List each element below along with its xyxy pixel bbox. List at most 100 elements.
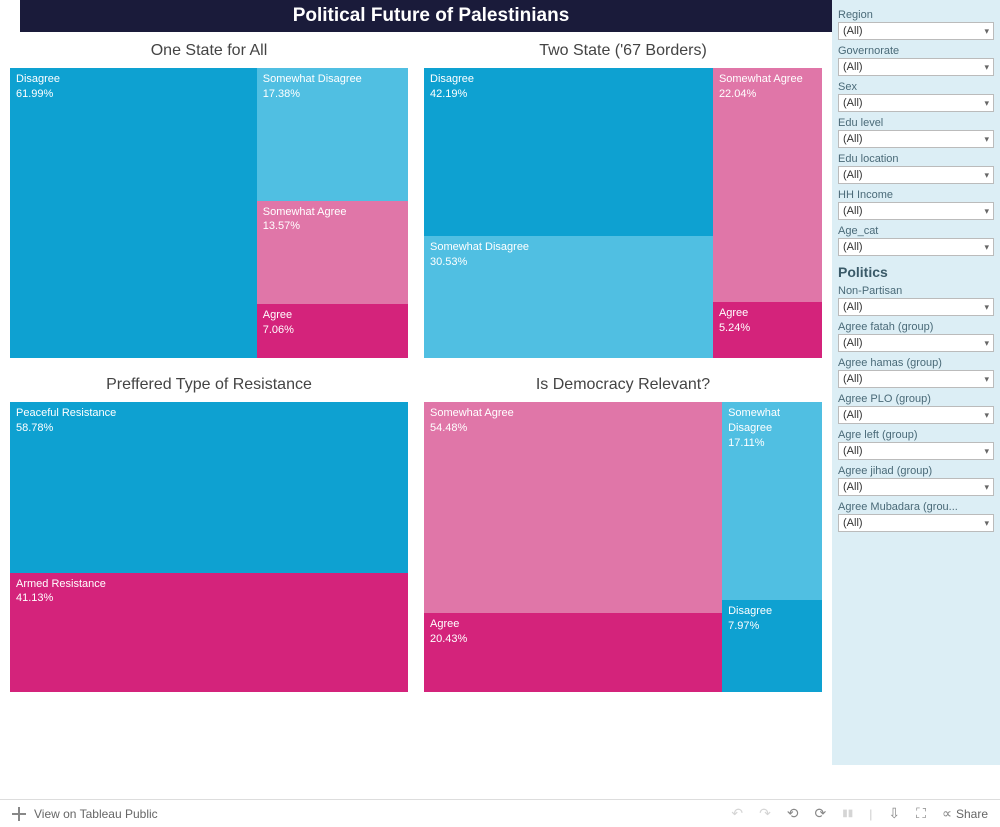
chart-two-state: Two State ('67 Borders) Disagree42.19%So… [424, 32, 822, 358]
treemap-cell[interactable]: Somewhat Disagree30.53% [424, 236, 713, 358]
treemap-two-state[interactable]: Disagree42.19%Somewhat Disagree30.53%Som… [424, 68, 822, 358]
cell-value: 22.04% [719, 87, 816, 102]
filter-value: (All) [843, 336, 863, 350]
treemap-democracy[interactable]: Somewhat Agree54.48%Agree20.43%Somewhat … [424, 402, 822, 692]
cell-label: Disagree [728, 604, 816, 619]
filter-label: HH Income [838, 189, 994, 201]
treemap-one-state[interactable]: Disagree61.99%Somewhat Disagree17.38%Som… [10, 68, 408, 358]
filter-value: (All) [843, 24, 863, 38]
cell-value: 30.53% [430, 255, 707, 270]
treemap-cell[interactable]: Peaceful Resistance58.78% [10, 402, 408, 573]
sidebar-section-title: Politics [838, 264, 994, 280]
treemap-cell[interactable]: Somewhat Agree54.48% [424, 402, 722, 613]
footer-toolbar: View on Tableau Public ↶ ↷ ⟲ ⟳ ▮▮ | ⇩ ⛶ … [0, 799, 1000, 827]
treemap-cell[interactable]: Somewhat Agree13.57% [257, 201, 408, 305]
cell-label: Somewhat Agree [430, 406, 716, 421]
title-text: Political Future of Palestinians [293, 5, 570, 26]
share-icon: ∝ [942, 805, 952, 822]
filter-label: Agree fatah (group) [838, 321, 994, 333]
treemap-cell[interactable]: Disagree7.97% [722, 600, 822, 692]
filter-label: Governorate [838, 45, 994, 57]
view-public-link[interactable]: View on Tableau Public [34, 807, 158, 821]
cell-value: 20.43% [430, 632, 716, 647]
cell-value: 41.13% [16, 591, 402, 606]
page-title: Political Future of Palestinians [20, 0, 842, 32]
filter-label: Agre left (group) [838, 429, 994, 441]
filter-select[interactable]: (All) [838, 370, 994, 388]
cell-label: Peaceful Resistance [16, 406, 402, 421]
filter-select[interactable]: (All) [838, 406, 994, 424]
filter-label: Agree PLO (group) [838, 393, 994, 405]
filter-label: Non-Partisan [838, 285, 994, 297]
treemap-cell[interactable]: Disagree42.19% [424, 68, 713, 236]
cell-label: Agree [430, 617, 716, 632]
treemap-cell[interactable]: Agree5.24% [713, 302, 822, 358]
filter-label: Region [838, 9, 994, 21]
chart-title: Is Democracy Relevant? [424, 366, 822, 402]
filter-value: (All) [843, 480, 863, 494]
cell-value: 61.99% [16, 87, 251, 102]
cell-value: 58.78% [16, 421, 402, 436]
filter-label: Age_cat [838, 225, 994, 237]
cell-label: Somewhat Disagree [728, 406, 816, 436]
filter-select[interactable]: (All) [838, 58, 994, 76]
chart-title: Two State ('67 Borders) [424, 32, 822, 68]
treemap-resistance[interactable]: Peaceful Resistance58.78%Armed Resistanc… [10, 402, 408, 692]
pause-icon[interactable]: ▮▮ [842, 808, 853, 819]
filter-label: Agree jihad (group) [838, 465, 994, 477]
treemap-cell[interactable]: Disagree61.99% [10, 68, 257, 358]
filter-select[interactable]: (All) [838, 334, 994, 352]
filter-label: Agree Mubadara (grou... [838, 501, 994, 513]
filter-select[interactable]: (All) [838, 130, 994, 148]
treemap-cell[interactable]: Agree20.43% [424, 613, 722, 692]
chart-resistance: Preffered Type of Resistance Peaceful Re… [10, 366, 408, 692]
redo-icon[interactable]: ↷ [759, 805, 771, 822]
filter-value: (All) [843, 132, 863, 146]
cell-label: Armed Resistance [16, 577, 402, 592]
refresh-icon[interactable]: ⟳ [815, 805, 827, 822]
chart-democracy: Is Democracy Relevant? Somewhat Agree54.… [424, 366, 822, 692]
cell-label: Agree [263, 308, 402, 323]
filter-select[interactable]: (All) [838, 442, 994, 460]
treemap-cell[interactable]: Somewhat Disagree17.38% [257, 68, 408, 201]
cell-value: 13.57% [263, 219, 402, 234]
filter-value: (All) [843, 300, 863, 314]
filter-label: Agree hamas (group) [838, 357, 994, 369]
cell-label: Somewhat Disagree [430, 240, 707, 255]
filter-select[interactable]: (All) [838, 298, 994, 316]
treemap-cell[interactable]: Somewhat Agree22.04% [713, 68, 822, 302]
cell-value: 7.97% [728, 619, 816, 634]
share-button[interactable]: ∝ Share [942, 805, 988, 822]
cell-value: 54.48% [430, 421, 716, 436]
filter-select[interactable]: (All) [838, 166, 994, 184]
chart-title: Preffered Type of Resistance [10, 366, 408, 402]
filter-value: (All) [843, 408, 863, 422]
filter-select[interactable]: (All) [838, 202, 994, 220]
cell-value: 42.19% [430, 87, 707, 102]
fullscreen-icon[interactable]: ⛶ [916, 805, 926, 822]
filter-value: (All) [843, 372, 863, 386]
filter-select[interactable]: (All) [838, 478, 994, 496]
chart-one-state: One State for All Disagree61.99%Somewhat… [10, 32, 408, 358]
treemap-cell[interactable]: Armed Resistance41.13% [10, 573, 408, 692]
filter-sidebar: Region(All)Governorate(All)Sex(All)Edu l… [832, 0, 1000, 765]
download-icon[interactable]: ⇩ [888, 805, 900, 822]
cell-label: Disagree [430, 72, 707, 87]
treemap-cell[interactable]: Agree7.06% [257, 304, 408, 358]
filter-select[interactable]: (All) [838, 94, 994, 112]
filter-select[interactable]: (All) [838, 22, 994, 40]
filter-select[interactable]: (All) [838, 514, 994, 532]
undo-icon[interactable]: ↶ [731, 805, 743, 822]
filter-value: (All) [843, 96, 863, 110]
filter-select[interactable]: (All) [838, 238, 994, 256]
filter-value: (All) [843, 516, 863, 530]
filter-value: (All) [843, 444, 863, 458]
cell-label: Somewhat Agree [263, 205, 402, 220]
treemap-cell[interactable]: Somewhat Disagree17.11% [722, 402, 822, 600]
cell-label: Disagree [16, 72, 251, 87]
filter-value: (All) [843, 240, 863, 254]
cell-label: Somewhat Disagree [263, 72, 402, 87]
cell-value: 17.38% [263, 87, 402, 102]
revert-icon[interactable]: ⟲ [787, 805, 799, 822]
filter-value: (All) [843, 168, 863, 182]
